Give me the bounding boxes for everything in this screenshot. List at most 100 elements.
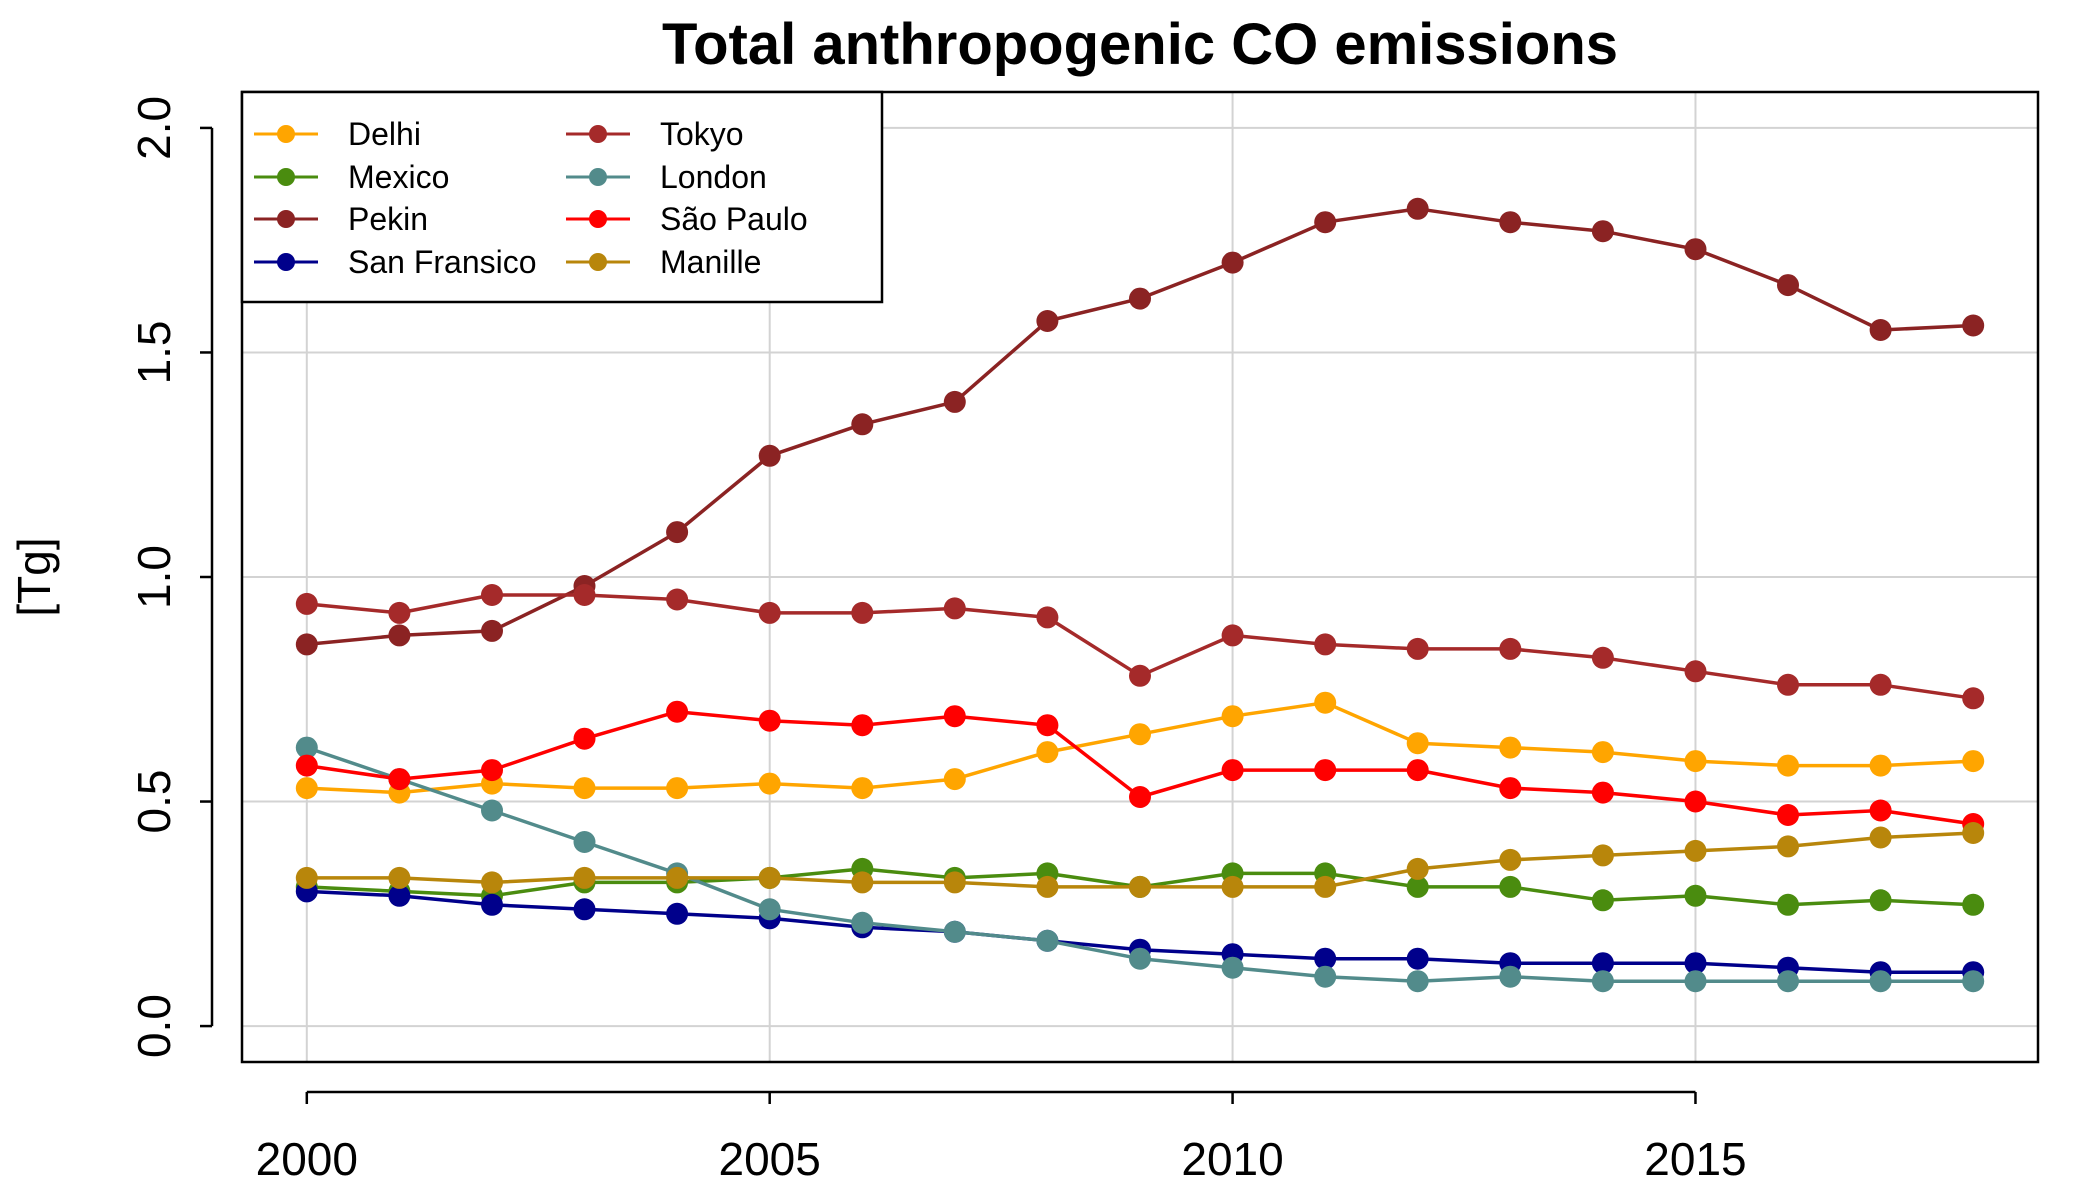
data-point-tokyo: [758, 601, 781, 624]
x-tick-label: 2000: [256, 1133, 358, 1185]
series-tokyo: [295, 584, 1985, 710]
data-point-manille: [1314, 875, 1337, 898]
data-point-tokyo: [1314, 633, 1337, 656]
data-point-tokyo: [851, 601, 874, 624]
legend-item-london: London: [566, 159, 767, 195]
data-point-manille: [1129, 875, 1151, 898]
data-point-san-fransico: [1314, 947, 1337, 970]
data-point-s-o-paulo: [1684, 790, 1707, 813]
legend-swatch-marker: [277, 253, 295, 271]
data-point-delhi: [1684, 750, 1707, 773]
x-axis: 2000 2005 2010 2015: [256, 1090, 1747, 1185]
series-layer: [295, 197, 1985, 993]
data-point-manille: [481, 871, 503, 894]
legend-item-manille: Manille: [566, 244, 761, 280]
data-point-london: [1684, 970, 1707, 993]
data-point-s-o-paulo: [1499, 777, 1522, 800]
data-point-manille: [1221, 875, 1244, 898]
data-point-delhi: [666, 777, 689, 800]
data-point-mexico: [1591, 889, 1614, 912]
legend-swatch-marker: [589, 168, 607, 186]
x-tick-label: 2010: [1181, 1133, 1283, 1185]
legend-label: Delhi: [348, 116, 421, 152]
data-point-s-o-paulo: [943, 705, 966, 728]
data-point-s-o-paulo: [1777, 804, 1799, 826]
data-point-delhi: [1869, 754, 1892, 777]
data-point-tokyo: [943, 597, 966, 620]
data-point-london: [1962, 970, 1985, 993]
data-point-delhi: [573, 777, 596, 800]
data-point-delhi: [1129, 723, 1151, 746]
data-point-london: [851, 911, 874, 934]
data-point-london: [1406, 970, 1429, 993]
y-tick-label: 0.5: [128, 770, 180, 834]
legend-swatch-marker: [277, 168, 295, 186]
legend-item-tokyo: Tokyo: [566, 116, 744, 152]
legend-label: São Paulo: [660, 201, 808, 237]
y-tick-label: 1.5: [128, 320, 180, 384]
data-point-london: [758, 898, 781, 921]
data-point-s-o-paulo: [1869, 799, 1892, 822]
data-point-s-o-paulo: [295, 754, 318, 777]
data-point-san-fransico: [1406, 947, 1429, 970]
data-point-s-o-paulo: [1129, 786, 1151, 808]
data-point-manille: [666, 866, 689, 889]
data-point-manille: [1962, 822, 1985, 844]
legend-item-s-o-paulo: São Paulo: [566, 201, 808, 237]
data-point-pekin: [666, 521, 689, 544]
data-point-mexico: [1962, 893, 1985, 916]
data-point-mexico: [1499, 875, 1522, 898]
data-point-pekin: [1406, 197, 1429, 220]
data-point-mexico: [1869, 889, 1892, 912]
data-point-london: [1036, 929, 1059, 952]
legend-label: San Fransico: [348, 244, 537, 280]
data-point-tokyo: [1499, 637, 1522, 660]
data-point-london: [1314, 965, 1337, 988]
data-point-tokyo: [295, 592, 318, 615]
data-point-pekin: [1499, 211, 1522, 234]
data-point-delhi: [1499, 736, 1522, 759]
data-point-london: [295, 736, 318, 759]
data-point-s-o-paulo: [758, 709, 781, 732]
data-point-tokyo: [1406, 637, 1429, 660]
legend-swatch-marker: [589, 253, 607, 271]
data-point-london: [573, 831, 596, 853]
y-axis: 0.0 0.5 1.0 1.5 2.0: [128, 96, 214, 1058]
data-point-s-o-paulo: [481, 759, 503, 782]
data-point-pekin: [1962, 314, 1985, 337]
data-point-tokyo: [1129, 664, 1151, 687]
legend-label: Manille: [660, 244, 761, 280]
data-point-s-o-paulo: [388, 768, 411, 791]
series-s-o-paulo: [295, 700, 1985, 835]
data-point-tokyo: [481, 584, 503, 606]
data-point-tokyo: [1777, 673, 1799, 696]
data-point-london: [1869, 970, 1892, 993]
data-point-delhi: [943, 768, 966, 791]
data-point-s-o-paulo: [1036, 714, 1059, 737]
data-point-s-o-paulo: [1406, 759, 1429, 782]
data-point-delhi: [1221, 705, 1244, 728]
data-point-london: [481, 799, 503, 822]
data-point-mexico: [1684, 884, 1707, 907]
data-point-manille: [1869, 826, 1892, 849]
legend-item-delhi: Delhi: [254, 116, 421, 152]
data-point-pekin: [1129, 287, 1151, 310]
data-point-tokyo: [1591, 646, 1614, 669]
data-point-s-o-paulo: [1314, 759, 1337, 782]
legend-box: [240, 90, 884, 304]
data-point-tokyo: [573, 584, 596, 606]
data-point-san-fransico: [573, 898, 596, 921]
data-point-pekin: [295, 633, 318, 656]
data-point-pekin: [1314, 211, 1337, 234]
data-point-manille: [1591, 844, 1614, 867]
data-point-manille: [1684, 839, 1707, 862]
data-point-s-o-paulo: [573, 727, 596, 750]
data-point-manille: [851, 871, 874, 894]
data-point-manille: [943, 871, 966, 894]
data-point-tokyo: [1962, 687, 1985, 710]
data-point-pekin: [1777, 274, 1799, 297]
series-delhi: [295, 691, 1985, 804]
data-point-s-o-paulo: [1591, 781, 1614, 804]
chart-title: Total anthropogenic CO emissions: [662, 12, 1618, 77]
